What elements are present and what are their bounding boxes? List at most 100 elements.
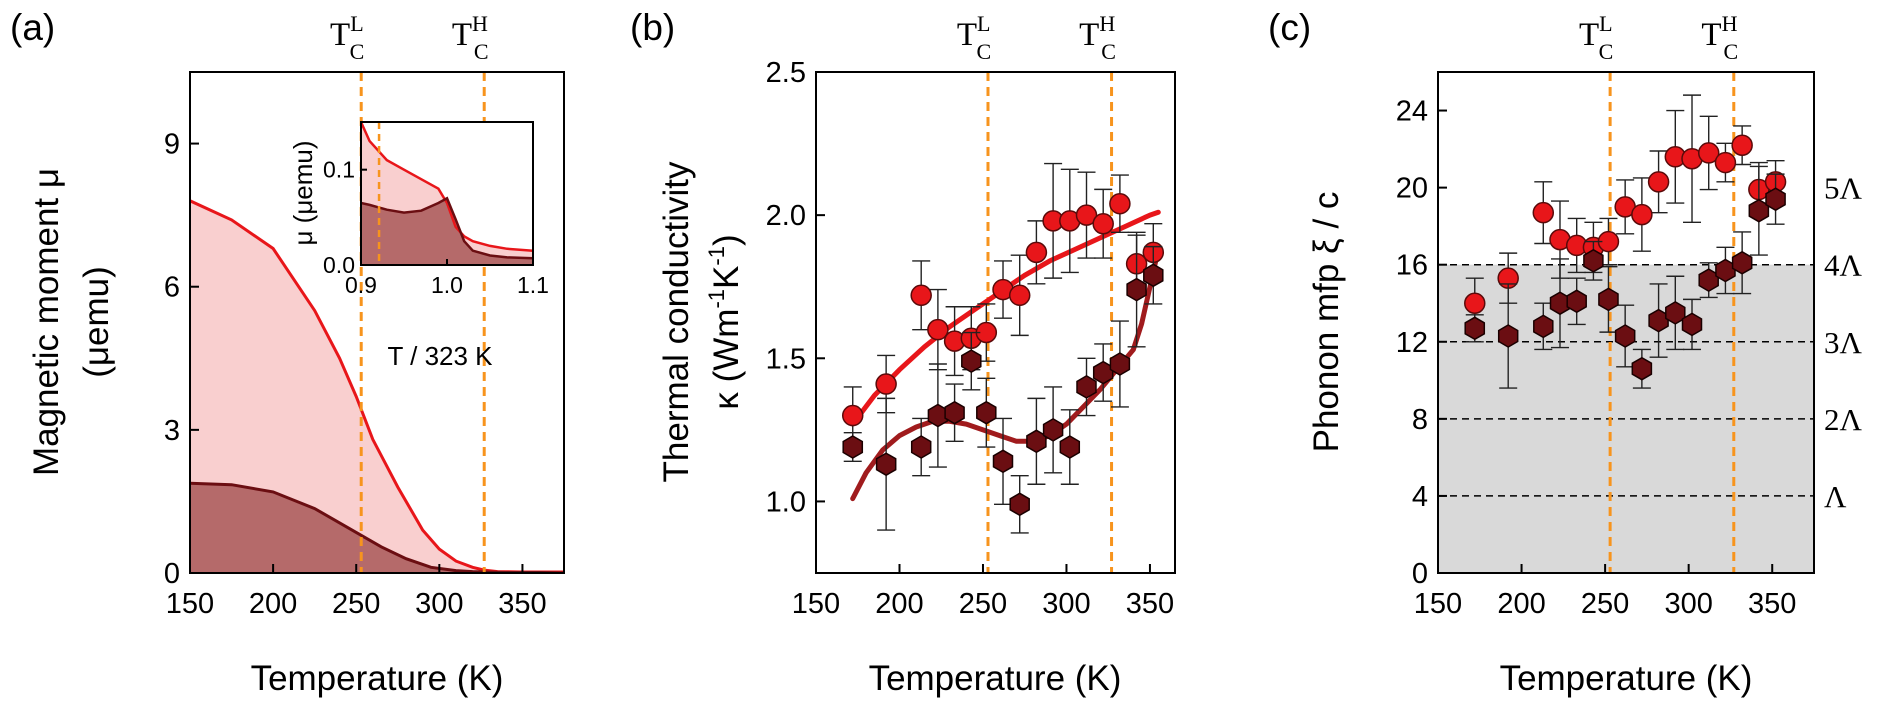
- data-point-hexagon: [1631, 356, 1653, 381]
- y-tick-label: 24: [1396, 96, 1428, 128]
- kappa-label-end: ): [707, 234, 746, 246]
- panel-c-ticks: 150 200 250 300 350 0 4 8 12 16 20 24: [1396, 96, 1797, 620]
- area-fill-upper: [190, 200, 564, 573]
- x-tick-label: 300: [1664, 588, 1712, 620]
- data-point-hexagon: [1497, 324, 1519, 348]
- tc-high-a-label-sub: C: [474, 39, 489, 64]
- data-point-circle: [841, 404, 864, 427]
- x-tick-label: 350: [498, 588, 546, 620]
- y-tick-label: 0: [1412, 558, 1428, 590]
- data-point-hexagon: [1042, 418, 1064, 442]
- panel-label-a: (a): [10, 7, 55, 48]
- panel-b-fit-curves: [850, 209, 1161, 502]
- tc-low-a-label-main: T: [330, 17, 350, 53]
- data-point-hexagon: [1109, 352, 1131, 376]
- data-point-hexagon: [842, 435, 864, 459]
- tc-high-c-label-main: T: [1701, 17, 1721, 53]
- y-tick-label: 1.5: [766, 343, 806, 375]
- data-point-circle: [875, 373, 897, 395]
- data-point-circle: [1008, 284, 1031, 307]
- x-tick-label: 1.1: [517, 272, 549, 298]
- tc-high-b-label-main: T: [1079, 17, 1099, 53]
- panel-b-ylabel-line1: Thermal conductivity: [657, 161, 696, 482]
- panel-b-ylabel-line2: κ (Wm-1K-1): [704, 234, 746, 409]
- data-point-hexagon: [910, 435, 932, 459]
- inset-ylabel: μ (μemu): [288, 140, 318, 245]
- x-tick-label: 0.9: [345, 272, 377, 298]
- data-point-hexagon: [1731, 250, 1753, 275]
- data-point-circle: [1075, 204, 1098, 226]
- tc-high-a-label-sup: H: [472, 11, 488, 36]
- inset-curves: [361, 122, 533, 260]
- reference-label: Λ: [1824, 479, 1847, 514]
- data-point-hexagon: [1059, 435, 1081, 459]
- inset-curve-lower: [361, 196, 533, 260]
- data-point-hexagon: [1143, 263, 1164, 288]
- tc-low-c-label-sup: L: [1599, 11, 1612, 36]
- data-point-circle: [1647, 171, 1670, 193]
- data-point-hexagon: [1126, 277, 1147, 302]
- panel-label-c: (c): [1268, 7, 1311, 48]
- data-point-hexagon: [1464, 316, 1486, 341]
- tc-low-c-label: TL C: [1579, 11, 1613, 64]
- y-tick-label: 0.0: [323, 252, 355, 278]
- panel-b-xlabel: Temperature (K): [869, 659, 1122, 698]
- y-tick-label: 9: [164, 129, 180, 161]
- tc-high-a-label-main: T: [452, 17, 472, 53]
- panel-a-ylabel-line1: Magnetic moment μ: [27, 168, 66, 476]
- data-point-hexagon: [1681, 312, 1703, 337]
- data-point-circle: [1109, 192, 1131, 215]
- tc-low-a-label: TL C: [330, 11, 364, 64]
- x-tick-label: 150: [792, 588, 840, 620]
- panel-c-xlabel: Temperature (K): [1500, 659, 1753, 698]
- data-point-hexagon: [992, 449, 1014, 474]
- data-point-circle: [1714, 151, 1737, 174]
- data-point-circle: [927, 318, 949, 341]
- area-fill-lower: [190, 483, 564, 573]
- y-tick-label: 4: [1412, 481, 1428, 513]
- data-point-hexagon: [1583, 248, 1604, 273]
- panel-label-b: (b): [630, 7, 675, 48]
- y-tick-label: 3: [164, 415, 180, 447]
- tc-low-c-label-main: T: [1579, 17, 1599, 53]
- reference-label: 5Λ: [1824, 171, 1863, 206]
- data-point-circle: [1532, 201, 1555, 224]
- kappa-label-part1: κ (Wm: [707, 309, 746, 410]
- y-tick-label: 2.0: [766, 200, 806, 232]
- panel-a-xlabel: Temperature (K): [251, 659, 504, 698]
- y-tick-label: 20: [1396, 173, 1428, 205]
- y-tick-label: 2.5: [766, 57, 806, 89]
- x-tick-label: 250: [1581, 588, 1629, 620]
- data-point-hexagon: [875, 452, 897, 477]
- x-tick-label: 150: [166, 588, 214, 620]
- tc-low-a-label-sub: C: [350, 39, 365, 64]
- data-point-circle: [1631, 203, 1653, 226]
- y-tick-label: 8: [1412, 404, 1428, 436]
- inset-area-fills: [361, 122, 533, 265]
- tc-high-b-label: TH C: [1079, 11, 1116, 64]
- x-tick-label: 200: [249, 588, 297, 620]
- tc-high-b-label-sub: C: [1101, 39, 1116, 64]
- x-tick-label: 250: [959, 588, 1007, 620]
- data-point-hexagon: [1009, 492, 1030, 517]
- y-tick-label: 16: [1396, 250, 1428, 282]
- reference-label: 3Λ: [1824, 325, 1863, 360]
- data-point-hexagon: [1665, 301, 1686, 325]
- panel-c-points: [1464, 94, 1787, 389]
- panel-c-shaded-region: [1438, 264, 1814, 573]
- data-point-circle: [1092, 212, 1114, 235]
- data-point-hexagon: [944, 400, 965, 425]
- x-tick-label: 200: [1497, 588, 1545, 620]
- y-tick-label: 0.1: [323, 157, 355, 183]
- fit-dark-fit: [850, 247, 1161, 502]
- fit-red-fit: [850, 209, 1161, 427]
- tc-high-a-label: TH C: [452, 11, 489, 64]
- panel-c-tc-lines: TL C TH C: [1579, 11, 1738, 573]
- tc-high-c-label: TH C: [1701, 11, 1738, 64]
- inset-ticks: 0.9 1.0 1.1 0.0 0.1: [323, 157, 549, 298]
- tc-low-b-label: TL C: [957, 11, 991, 64]
- tc-low-b-label-sup: L: [977, 11, 990, 36]
- kappa-label-sup2: -1: [704, 246, 729, 266]
